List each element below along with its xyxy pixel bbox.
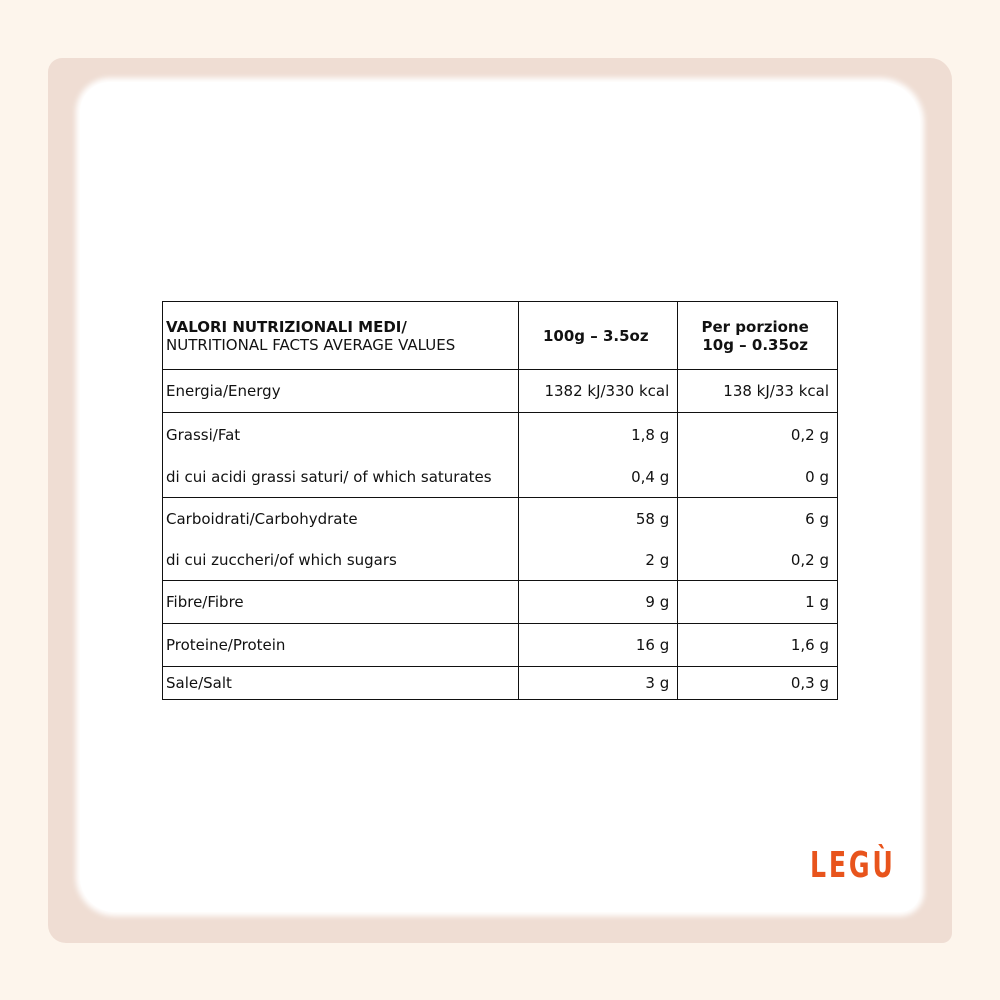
row-value-100g: 1,8 g (518, 412, 679, 457)
table-row: Energia/Energy 1382 kJ/330 kcal 138 kJ/3… (161, 369, 838, 413)
row-value-portion: 1,6 g (677, 623, 838, 667)
row-label: Grassi/Fat (161, 412, 520, 457)
row-label: Carboidrati/Carbohydrate (161, 497, 520, 541)
row-value-portion: 0 g (677, 456, 838, 498)
table-row: Proteine/Protein 16 g 1,6 g (161, 623, 838, 667)
header-portion-size: 10g – 0.35oz (702, 335, 808, 354)
header-label: VALORI NUTRIZIONALI MEDI/NUTRITIONAL FAC… (161, 301, 520, 370)
row-value-100g: 9 g (518, 580, 679, 624)
header-col-100g: 100g – 3.5oz (518, 301, 679, 370)
table-row: Fibre/Fibre 9 g 1 g (161, 580, 838, 624)
nutrition-table: VALORI NUTRIZIONALI MEDI/NUTRITIONAL FAC… (161, 301, 838, 700)
table-header: VALORI NUTRIZIONALI MEDI/NUTRITIONAL FAC… (161, 301, 838, 370)
row-label: Sale/Salt (161, 666, 520, 700)
row-label: Energia/Energy (161, 369, 520, 413)
header-col-portion: Per porzione 10g – 0.35oz (677, 301, 838, 370)
brand-logo: LEGÙ (810, 845, 896, 886)
row-value-100g: 16 g (518, 623, 679, 667)
row-value-100g: 0,4 g (518, 456, 679, 498)
row-value-100g: 1382 kJ/330 kcal (518, 369, 679, 413)
table-row: Carboidrati/Carbohydrate 58 g 6 g (161, 497, 838, 541)
row-label: Proteine/Protein (161, 623, 520, 667)
row-value-portion: 0,2 g (677, 412, 838, 457)
row-value-portion: 0,3 g (677, 666, 838, 700)
row-label: Fibre/Fibre (161, 580, 520, 624)
row-value-portion: 6 g (677, 497, 838, 541)
row-value-100g: 58 g (518, 497, 679, 541)
header-label-it: VALORI NUTRIZIONALI MEDI/ (166, 317, 407, 336)
row-value-portion: 1 g (677, 580, 838, 624)
row-value-100g: 2 g (518, 540, 679, 581)
header-label-en: NUTRITIONAL FACTS AVERAGE VALUES (166, 335, 456, 354)
row-value-portion: 0,2 g (677, 540, 838, 581)
row-label: di cui zuccheri/of which sugars (161, 540, 520, 581)
row-label: di cui acidi grassi saturi/ of which sat… (161, 456, 520, 498)
header-portion-title: Per porzione (701, 317, 809, 336)
table-row: di cui acidi grassi saturi/ of which sat… (161, 456, 838, 498)
table-row: di cui zuccheri/of which sugars 2 g 0,2 … (161, 540, 838, 581)
table-row: Sale/Salt 3 g 0,3 g (161, 666, 838, 700)
table-row: Grassi/Fat 1,8 g 0,2 g (161, 412, 838, 457)
row-value-portion: 138 kJ/33 kcal (677, 369, 838, 413)
row-value-100g: 3 g (518, 666, 679, 700)
